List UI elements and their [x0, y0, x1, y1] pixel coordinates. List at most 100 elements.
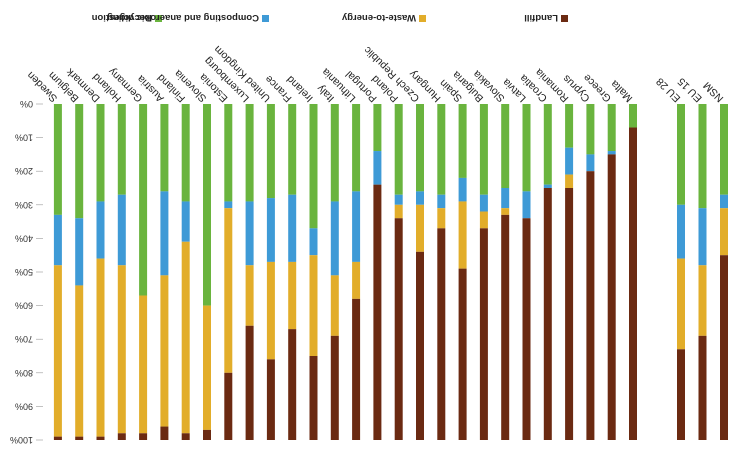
bar-segment — [117, 265, 126, 434]
bar-segment — [160, 191, 169, 276]
y-tick-label: 40% — [15, 233, 33, 243]
bar-segment — [245, 265, 254, 326]
bar-segment — [677, 204, 685, 259]
bar-segment — [458, 268, 467, 440]
bar-segment — [565, 147, 574, 175]
bar-segment — [224, 372, 233, 440]
bar-segment — [352, 298, 361, 440]
category-label: NSM — [701, 79, 726, 104]
y-tick-label: 80% — [15, 368, 33, 378]
bar-segment — [224, 201, 233, 209]
legend-label: Recycling — [107, 12, 152, 23]
bar-segment — [543, 184, 552, 188]
bar-segment — [75, 436, 84, 440]
bars — [53, 104, 728, 440]
y-tick-label: 60% — [15, 301, 33, 311]
bar-segment — [586, 104, 595, 155]
category-label: Malta — [608, 78, 635, 105]
bar-segment — [479, 194, 488, 212]
bar-segment — [139, 433, 148, 440]
bar-segment — [266, 198, 275, 262]
legend-swatch — [561, 15, 568, 22]
bar-segment — [586, 171, 595, 440]
bar-segment — [586, 154, 595, 172]
legend-swatch — [155, 15, 162, 22]
bar-segment — [181, 104, 190, 202]
bar-segment — [543, 188, 552, 440]
bar-segment — [245, 104, 254, 202]
bar-segment — [160, 275, 169, 427]
bar-segment — [677, 104, 685, 205]
bar-segment — [139, 295, 148, 434]
bar-segment — [96, 201, 105, 259]
legend-label: Landfill — [524, 12, 558, 23]
bar-segment — [720, 255, 728, 440]
category-label: EU 28 — [654, 75, 683, 104]
bar-segment — [309, 104, 318, 229]
bar-segment — [720, 194, 728, 209]
bar-segment — [698, 265, 707, 336]
bar-segment — [677, 258, 685, 350]
bar-segment — [330, 104, 339, 202]
bar-segment — [288, 104, 297, 195]
bar-segment — [522, 218, 531, 440]
bar-segment — [501, 188, 510, 209]
bar-segment — [479, 228, 488, 440]
bar-segment — [394, 104, 403, 195]
bar-segment — [352, 104, 361, 192]
bar-segment — [629, 127, 637, 440]
bar-segment — [565, 104, 574, 148]
bar-segment — [203, 104, 211, 306]
bar-segment — [416, 251, 424, 440]
bar-segment — [181, 201, 190, 242]
bar-segment — [266, 104, 275, 199]
bar-segment — [352, 191, 361, 262]
y-tick-label: 0% — [20, 99, 33, 109]
y-tick-label: 30% — [15, 200, 33, 210]
bar-segment — [181, 433, 190, 440]
bar-segment — [96, 436, 105, 440]
bar-segment — [53, 265, 62, 437]
bar-segment — [117, 104, 126, 195]
bar-segment — [266, 261, 275, 360]
bar-segment — [75, 104, 84, 219]
bar-segment — [288, 261, 297, 330]
bar-segment — [309, 356, 318, 440]
y-tick-label: 10% — [15, 133, 33, 143]
bar-segment — [607, 154, 616, 440]
gridlines — [36, 103, 43, 441]
bar-segment — [96, 258, 105, 437]
bar-segment — [629, 104, 637, 128]
bar-segment — [565, 188, 574, 440]
y-tick-label: 20% — [15, 166, 33, 176]
bar-segment — [394, 204, 403, 219]
legend-swatch — [262, 15, 269, 22]
bar-segment — [53, 436, 62, 440]
bar-segment — [288, 329, 297, 440]
bar-segment — [522, 104, 531, 192]
y-tick-label: 100% — [10, 435, 33, 445]
y-axis-ticks: 0% 10% 20% 30% 40% 50% 60% 70% 80% 90% 100% — [10, 99, 33, 445]
bar-segment — [416, 104, 424, 192]
bar-segment — [394, 218, 403, 440]
bar-segment — [203, 305, 211, 430]
bar-segment — [224, 104, 233, 202]
bar-segment — [245, 325, 254, 440]
bar-segment — [53, 104, 62, 215]
bar-segment — [203, 429, 211, 440]
bar-segment — [373, 151, 382, 185]
bar-segment — [698, 208, 707, 266]
bar-segment — [458, 201, 467, 269]
bar-segment — [501, 208, 510, 215]
bar-segment — [75, 218, 84, 286]
bar-segment — [437, 194, 446, 209]
bar-segment — [139, 104, 148, 296]
bar-segment — [117, 194, 126, 266]
bar-segment — [698, 335, 707, 440]
bar-segment — [458, 104, 467, 178]
bar-segment — [181, 241, 190, 434]
bar-segment — [522, 191, 531, 219]
bar-segment — [501, 104, 510, 188]
bar-segment — [330, 201, 339, 276]
